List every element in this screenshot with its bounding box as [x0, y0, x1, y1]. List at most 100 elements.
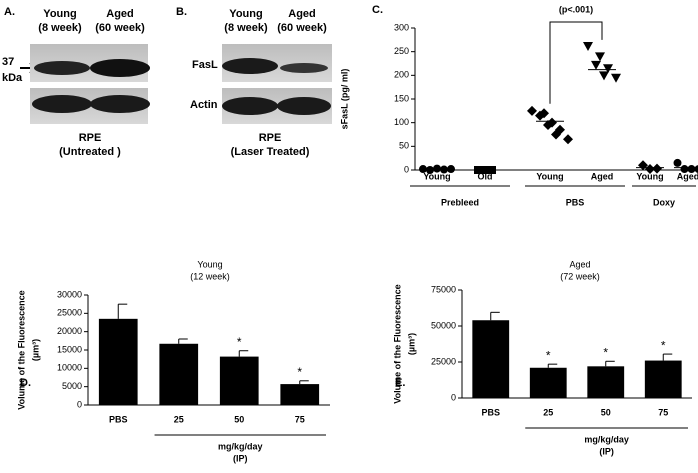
column-label: (8 week)	[38, 22, 82, 34]
panel-label: A.	[4, 6, 15, 18]
column-label: Young	[229, 8, 262, 20]
x-axis-label: mg/kg/day	[584, 434, 629, 444]
band	[277, 97, 331, 115]
y-tick-label: 100	[394, 117, 409, 127]
y-tick-label: 150	[394, 93, 409, 103]
column-label: Young	[43, 8, 76, 20]
panel-label: B.	[176, 6, 187, 18]
y-tick-label: 25000	[57, 308, 82, 318]
band	[90, 95, 150, 113]
point	[680, 165, 689, 174]
column-label: (60 week)	[277, 22, 327, 34]
x-tick-label: Aged	[591, 171, 614, 181]
row-label: FasL	[192, 59, 218, 71]
y-tick-label: 50	[399, 141, 409, 151]
caption: RPE	[79, 132, 102, 144]
band	[222, 58, 278, 74]
x-tick-label: Young	[536, 171, 563, 181]
row-label: Actin	[190, 99, 218, 111]
group-label: Doxy	[653, 197, 675, 207]
x-tick-label: 50	[601, 407, 611, 417]
significance: *	[297, 365, 302, 379]
x-tick-label: 50	[234, 414, 244, 424]
y-axis-label: Volume of the Fluorescence	[16, 290, 26, 409]
bar	[529, 367, 567, 398]
band	[90, 59, 150, 77]
significance: *	[237, 335, 242, 349]
column-label: Aged	[106, 8, 134, 20]
x-tick-label: PBS	[481, 407, 500, 417]
point	[599, 71, 609, 81]
x-axis-label: mg/kg/day	[218, 441, 263, 451]
y-axis-label: (µm³)	[406, 333, 416, 355]
point	[603, 64, 613, 74]
x-tick-label: PBS	[109, 414, 128, 424]
bar	[472, 320, 510, 398]
point	[543, 120, 553, 131]
y-tick-label: 10000	[57, 363, 82, 373]
y-tick-label: 0	[451, 392, 456, 402]
y-tick-label: 0	[77, 399, 82, 409]
chart-title: (12 week)	[190, 271, 230, 281]
y-tick-label: 5000	[62, 381, 82, 391]
x-axis-label: (IP)	[233, 453, 248, 463]
marker-label: 37	[2, 56, 14, 68]
band	[280, 63, 328, 73]
point	[611, 73, 621, 83]
y-tick-label: 25000	[431, 356, 456, 366]
column-label: Aged	[288, 8, 316, 20]
point	[652, 163, 662, 174]
point	[583, 41, 593, 51]
point	[591, 60, 601, 70]
bar	[219, 356, 259, 405]
y-tick-label: 300	[394, 22, 409, 32]
band	[34, 61, 90, 75]
y-axis-label: (µm³)	[30, 339, 40, 361]
point	[527, 105, 537, 116]
caption: RPE	[259, 132, 282, 144]
x-tick-label: 25	[543, 407, 553, 417]
bar	[98, 318, 138, 405]
y-tick-label: 50000	[431, 320, 456, 330]
point	[433, 164, 441, 173]
y-tick-label: 200	[394, 70, 409, 80]
annotation: (p<.001)	[559, 4, 593, 14]
band	[222, 97, 278, 115]
point	[563, 134, 573, 145]
x-axis-label: (IP)	[599, 446, 614, 456]
group-label: Prebleed	[441, 197, 479, 207]
y-tick-label: 20000	[57, 326, 82, 336]
band	[32, 95, 92, 113]
significance-bracket	[549, 21, 603, 104]
x-tick-label: Aged	[677, 171, 698, 181]
x-tick-label: 25	[174, 414, 184, 424]
significance: *	[546, 348, 551, 362]
panel-label: E.	[395, 377, 405, 389]
significance: *	[603, 345, 608, 359]
x-tick-label: Old	[478, 171, 493, 181]
chart-title: (72 week)	[560, 271, 600, 281]
x-tick-label: Young	[423, 171, 450, 181]
panel-label: D.	[20, 377, 31, 389]
point	[673, 158, 682, 167]
y-tick-label: 30000	[57, 289, 82, 299]
caption: (Untreated )	[59, 146, 121, 158]
point	[694, 165, 698, 174]
x-tick-label: 75	[658, 407, 668, 417]
caption: (Laser Treated)	[231, 146, 310, 158]
chart-title: Aged	[569, 259, 590, 269]
point	[595, 52, 605, 62]
point	[687, 165, 696, 174]
y-axis-label: Volume of the Fluorescence	[392, 284, 402, 403]
y-tick-label: 0	[404, 164, 409, 174]
group-label: PBS	[566, 197, 585, 207]
marker-label: kDa	[2, 72, 23, 84]
y-tick-label: 250	[394, 46, 409, 56]
y-tick-label: 75000	[431, 284, 456, 294]
x-tick-label: 75	[295, 414, 305, 424]
bar	[280, 384, 320, 405]
x-tick-label: Young	[636, 171, 663, 181]
point	[551, 129, 561, 140]
bar	[159, 343, 199, 405]
panel-label: C.	[372, 4, 383, 16]
